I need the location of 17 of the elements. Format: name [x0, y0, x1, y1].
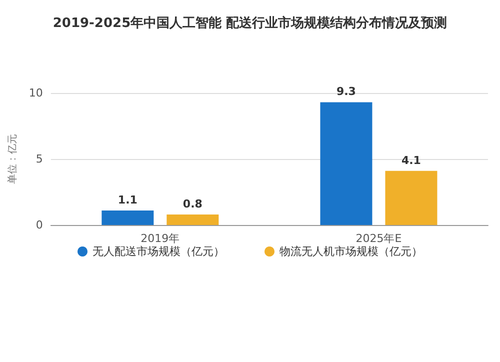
y-tick-label: 0 [36, 218, 43, 232]
chart-title: 2019-2025年中国人工智能 配送行业市场规模结构分布情况及预测 [52, 15, 448, 31]
data-label: 4.1 [401, 154, 421, 167]
y-axis-title: 单位：亿元 [6, 134, 18, 184]
x-tick-label: 2019年 [140, 232, 180, 245]
bar [320, 102, 372, 225]
x-tick-label: 2025年E [356, 232, 402, 245]
legend-label: 无人配送市场规模（亿元） [92, 245, 224, 258]
data-label: 9.3 [336, 85, 356, 98]
y-tick-label: 5 [36, 152, 43, 166]
data-label: 1.1 [118, 193, 138, 206]
bar [385, 170, 438, 225]
legend-label: 物流无人机市场规模（亿元） [280, 245, 422, 258]
data-label: 0.8 [182, 197, 202, 210]
bar [166, 214, 219, 225]
bar [102, 210, 154, 225]
y-tick-label: 10 [28, 86, 43, 100]
